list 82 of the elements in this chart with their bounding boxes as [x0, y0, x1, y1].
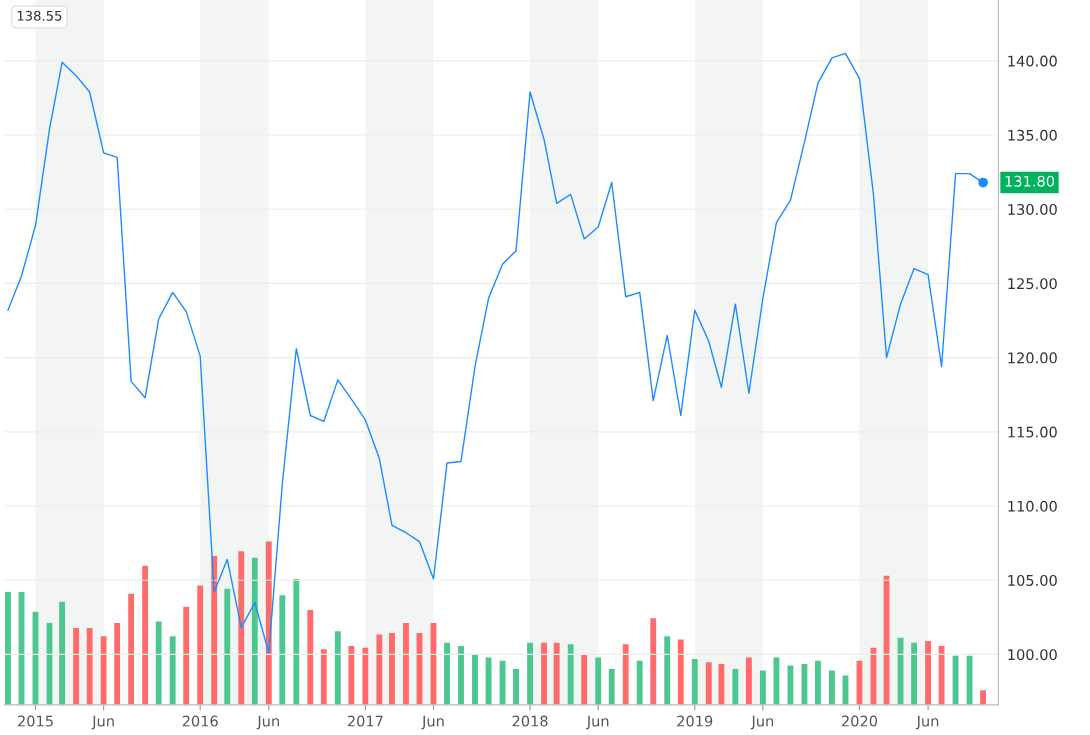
- bar: [527, 642, 533, 705]
- bar: [595, 657, 602, 705]
- bar: [73, 628, 80, 705]
- bar: [403, 623, 409, 705]
- bar: [348, 645, 355, 705]
- x-tick-label: Jun: [91, 715, 114, 730]
- bar: [911, 642, 917, 705]
- bar: [980, 690, 987, 705]
- x-tick-label: Jun: [586, 715, 609, 730]
- x-tick-label: Jun: [915, 715, 939, 730]
- y-tick-label: 115.00: [1008, 426, 1057, 438]
- bar: [925, 641, 931, 705]
- bar: [829, 670, 835, 705]
- y-tick-label: 140.00: [1008, 55, 1057, 67]
- bar: [265, 541, 272, 705]
- x-tick-label: 2019: [677, 715, 713, 727]
- bar: [718, 663, 725, 705]
- y-tick-label: 120.00: [1008, 352, 1057, 364]
- x-tick-label: Jun: [256, 715, 279, 730]
- bar: [608, 668, 615, 705]
- bar: [458, 645, 464, 705]
- bar: [732, 668, 739, 705]
- bar: [114, 623, 121, 705]
- bar: [553, 642, 560, 705]
- x-tick-label: 2016: [182, 715, 218, 727]
- y-tick-label: 130.00: [1008, 203, 1057, 215]
- bar: [389, 632, 395, 705]
- bar: [622, 644, 629, 705]
- bar: [211, 556, 218, 705]
- bar: [952, 655, 959, 705]
- y-tick-label: 100.00: [1008, 649, 1057, 661]
- bar: [815, 660, 821, 705]
- bar: [581, 654, 588, 705]
- bar: [169, 636, 176, 705]
- bar: [677, 639, 684, 705]
- bar: [307, 610, 314, 705]
- bar: [86, 628, 93, 705]
- bar: [183, 606, 190, 705]
- bar: [279, 595, 286, 705]
- bar: [362, 647, 369, 705]
- x-tick-label: Jun: [421, 715, 444, 730]
- bar: [938, 645, 945, 705]
- bar: [691, 659, 698, 705]
- bar: [155, 621, 162, 705]
- x-tick-label: Jun: [750, 715, 774, 730]
- y-tick-label: 125.00: [1008, 278, 1057, 290]
- bar: [197, 585, 204, 705]
- y-tick-label: 110.00: [1008, 500, 1057, 512]
- bar: [650, 618, 657, 705]
- bar: [773, 657, 780, 705]
- bar: [472, 654, 478, 705]
- bar: [376, 634, 383, 705]
- bar: [224, 588, 231, 705]
- bar: [745, 657, 752, 705]
- bar: [293, 578, 300, 705]
- bar: [664, 636, 671, 705]
- bar: [238, 551, 245, 705]
- bar: [251, 557, 258, 705]
- x-tick-label: 2017: [347, 715, 383, 727]
- bar: [5, 592, 11, 705]
- bar: [128, 593, 135, 705]
- bar: [801, 663, 808, 705]
- bar: [787, 665, 794, 705]
- y-tick-label: 135.00: [1008, 129, 1057, 141]
- bar: [541, 642, 547, 705]
- x-tick-label: 2018: [512, 715, 548, 727]
- bar: [636, 660, 643, 705]
- bar: [142, 565, 149, 705]
- x-tick-label: 2020: [841, 715, 878, 727]
- annotation: 138.55: [17, 10, 62, 21]
- bar: [705, 662, 712, 705]
- bar: [759, 670, 766, 705]
- x-tick-label: 2015: [18, 715, 53, 727]
- bar: [567, 644, 574, 705]
- bar: [513, 668, 519, 705]
- bar: [59, 601, 66, 705]
- annotation: 131.80: [1005, 175, 1055, 187]
- y-tick-label: 105.00: [1008, 574, 1057, 586]
- bar: [334, 631, 341, 705]
- bar: [320, 649, 327, 705]
- bar: [444, 642, 450, 705]
- bar: [100, 636, 107, 705]
